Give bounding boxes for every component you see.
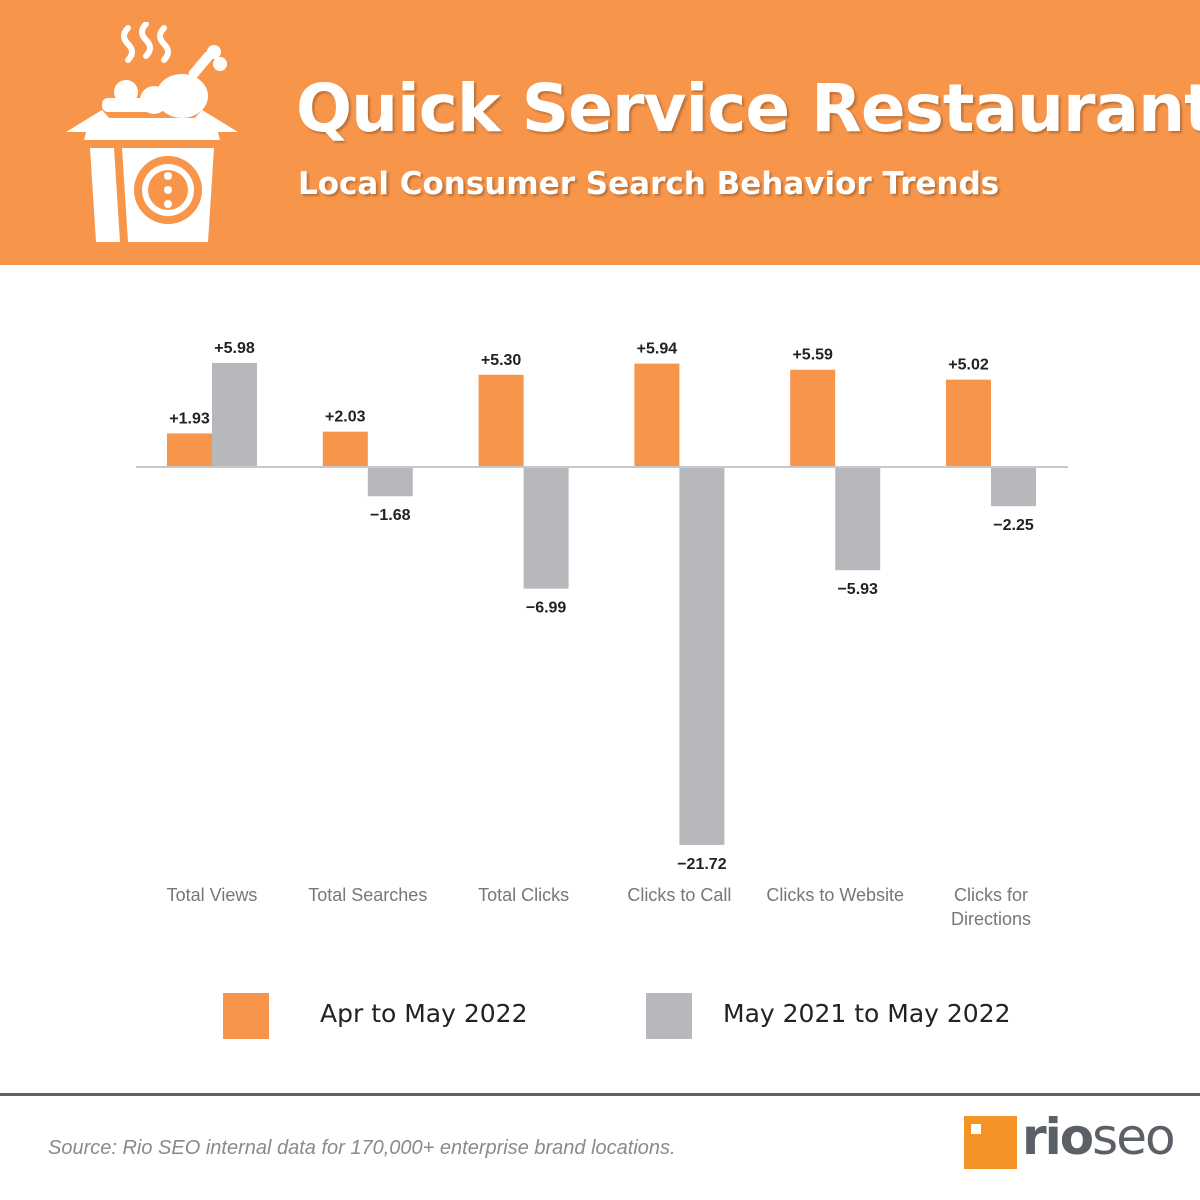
bar-total-clicks-series-2	[523, 467, 569, 589]
bar-clicks-for-directions-series-1	[946, 379, 991, 467]
data-label-clicks-to-call-series-1: +5.94	[637, 341, 678, 358]
x-tick-label-total-clicks: Total Clicks	[478, 885, 569, 905]
page-subtitle: Local Consumer Search Behavior Trends	[298, 166, 1000, 202]
brand-rio: rio	[1022, 1108, 1094, 1166]
page-title: Quick Service Restaurants	[296, 70, 1200, 147]
legend-label-apr-may-2022: Apr to May 2022	[320, 999, 528, 1028]
bar-clicks-to-call-series-1	[634, 363, 680, 467]
x-tick-label-clicks-to-website: Clicks to Website	[766, 885, 904, 905]
data-label-clicks-for-directions-series-2: −2.25	[993, 517, 1034, 534]
data-label-total-searches-series-2: −1.68	[370, 507, 411, 524]
rio-seo-logo: rioseo	[964, 1108, 1184, 1170]
food-box-icon	[66, 22, 238, 242]
data-label-clicks-to-call-series-2: −21.72	[677, 856, 726, 873]
bar-clicks-for-directions-series-2	[991, 467, 1036, 507]
bar-total-searches-series-2	[367, 467, 413, 497]
data-label-total-views-series-2: +5.98	[214, 340, 255, 357]
data-label-total-views-series-1: +1.93	[169, 410, 210, 427]
bar-total-searches-series-1	[322, 431, 368, 467]
data-label-clicks-to-website-series-2: −5.93	[837, 581, 878, 598]
brand-wordmark: rioseo	[1022, 1108, 1176, 1166]
x-tick-label-total-views: Total Views	[167, 885, 258, 905]
brand-square-icon	[964, 1116, 1017, 1169]
data-label-total-clicks-series-1: +5.30	[481, 352, 522, 369]
data-label-clicks-to-website-series-1: +5.59	[792, 347, 833, 364]
brand-seo: seo	[1092, 1108, 1175, 1166]
bar-total-views-series-2	[212, 362, 257, 467]
bar-clicks-to-website-series-2	[835, 467, 881, 571]
legend-swatch-orange	[223, 993, 269, 1039]
bar-chart: +1.93 +5.98 Total Views +2.03 −1.68 Total Sea…	[136, 340, 1068, 929]
source-note: Source: Rio SEO internal data for 170,00…	[48, 1137, 676, 1159]
chart-legend: Apr to May 2022 May 2021 to May 2022	[0, 993, 1200, 1041]
bar-total-clicks-series-1	[478, 374, 524, 467]
footer-divider	[0, 1093, 1200, 1096]
bar-clicks-to-website-series-1	[790, 369, 836, 467]
x-tick-label-clicks-for-directions: Clicks for Directions	[951, 885, 1031, 929]
legend-swatch-gray	[646, 993, 692, 1039]
data-label-clicks-for-directions-series-1: +5.02	[948, 357, 989, 374]
header-banner: Quick Service Restaurants Local Consumer…	[0, 0, 1200, 265]
brand-dot	[971, 1124, 981, 1134]
legend-label-may-2021-may-2022: May 2021 to May 2022	[723, 999, 1011, 1028]
bar-total-views-series-1	[167, 433, 212, 467]
data-label-total-clicks-series-2: −6.99	[526, 600, 567, 617]
x-tick-label-total-searches: Total Searches	[308, 885, 427, 905]
x-tick-label-clicks-to-call: Clicks to Call	[627, 885, 731, 905]
bar-clicks-to-call-series-2	[679, 467, 725, 845]
data-label-total-searches-series-1: +2.03	[325, 409, 366, 426]
